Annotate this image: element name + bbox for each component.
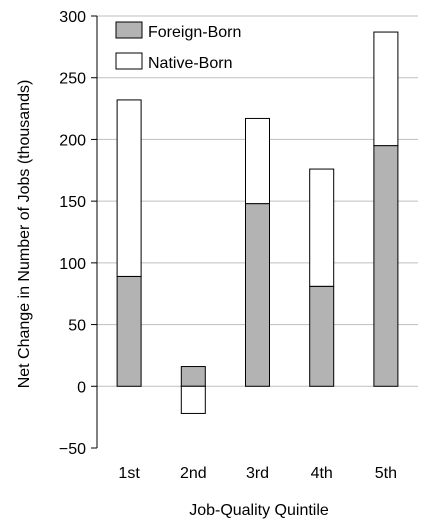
y-axis: −50 0 50 100 150 200 250 300 bbox=[59, 9, 98, 458]
bar-foreign-1st bbox=[116, 275, 142, 387]
legend-label-foreign-born: Foreign-Born bbox=[148, 24, 241, 41]
x-tick-label: 1st bbox=[118, 465, 140, 482]
y-tick-label: 200 bbox=[59, 132, 86, 149]
bar-native-4th bbox=[309, 168, 335, 287]
bar-native-1st bbox=[116, 99, 142, 277]
x-tick-label: 2nd bbox=[180, 465, 207, 482]
y-tick-label: 250 bbox=[59, 71, 86, 88]
bar-native-2nd bbox=[180, 385, 206, 414]
x-tick-label: 5th bbox=[375, 465, 397, 482]
legend: Foreign-Born Native-Born bbox=[115, 21, 241, 72]
y-tick-label: 300 bbox=[59, 9, 86, 26]
x-tick-label: 4th bbox=[311, 465, 333, 482]
legend-label-native-born: Native-Born bbox=[148, 55, 232, 72]
y-tick-label: 150 bbox=[59, 194, 86, 211]
y-axis-title: Net Change in Number of Jobs (thousands) bbox=[16, 80, 33, 389]
bar-native-5th bbox=[373, 31, 399, 147]
x-tick-label: 3rd bbox=[246, 465, 269, 482]
x-axis-title: Job-Quality Quintile bbox=[189, 502, 329, 519]
bar-foreign-4th bbox=[309, 285, 335, 387]
y-tick-label: 0 bbox=[77, 379, 86, 396]
bars bbox=[116, 31, 399, 414]
bar-foreign-3rd bbox=[245, 203, 270, 387]
legend-swatch-foreign-born bbox=[115, 21, 143, 39]
y-tick-label: −50 bbox=[59, 441, 86, 458]
legend-swatch-native-born bbox=[115, 52, 143, 70]
bar-foreign-2nd bbox=[180, 366, 206, 387]
bar-foreign-5th bbox=[373, 145, 399, 387]
x-axis-ticks: 1st 2nd 3rd 4th 5th bbox=[118, 465, 397, 482]
y-tick-label: 100 bbox=[59, 256, 86, 273]
bar-native-3rd bbox=[245, 117, 270, 205]
y-tick-label: 50 bbox=[68, 318, 86, 335]
